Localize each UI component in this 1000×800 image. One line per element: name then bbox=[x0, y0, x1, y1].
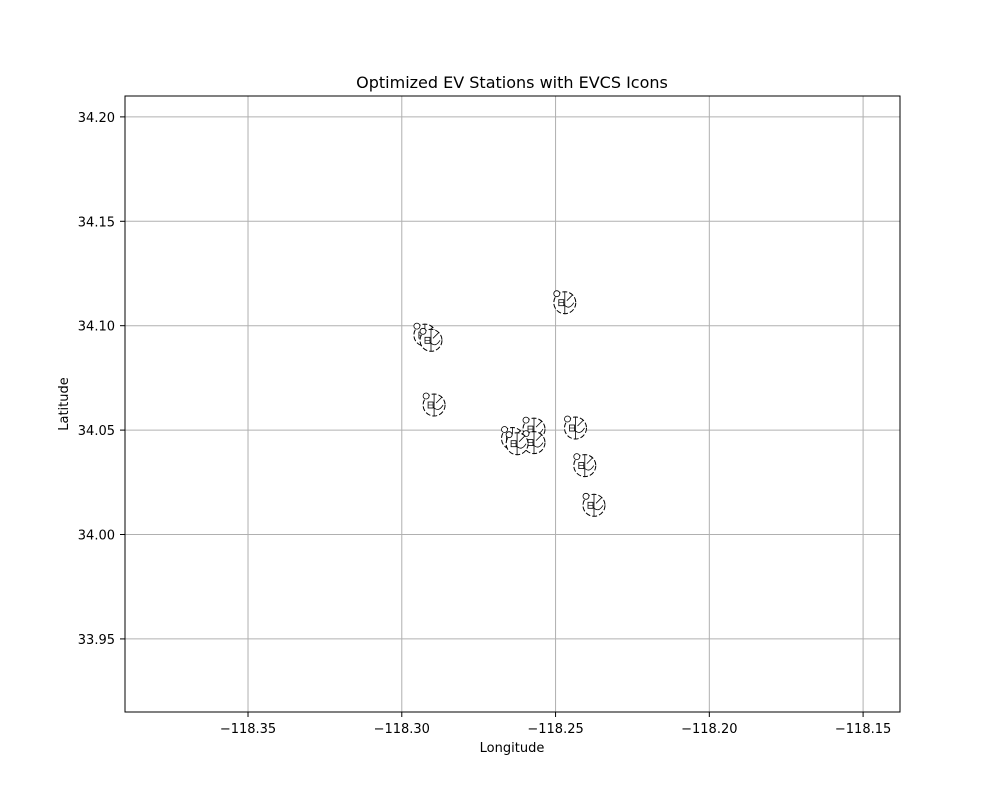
y-tick-label: 34.10 bbox=[78, 320, 115, 335]
y-tick-label: 34.15 bbox=[78, 215, 115, 230]
chart-title: Optimized EV Stations with EVCS Icons bbox=[356, 73, 668, 92]
station-markers bbox=[413, 290, 606, 517]
axis-ticks: −118.35 −118.30 −118.25 −118.20 −118.15 33.95… bbox=[78, 111, 892, 737]
y-tick-label: 33.95 bbox=[78, 633, 115, 648]
x-tick-label: −118.20 bbox=[681, 722, 737, 737]
ev-station-marker bbox=[573, 453, 597, 478]
y-tick-label: 34.20 bbox=[78, 111, 115, 126]
ev-station-marker bbox=[419, 327, 443, 352]
y-tick-label: 34.05 bbox=[78, 424, 115, 439]
x-tick-label: −118.30 bbox=[374, 722, 430, 737]
y-tick-label: 34.00 bbox=[78, 529, 115, 544]
y-axis-label: Latitude bbox=[57, 377, 72, 431]
ev-station-marker bbox=[505, 431, 529, 456]
ev-station-marker bbox=[582, 492, 606, 517]
x-tick-label: −118.25 bbox=[527, 722, 583, 737]
plot-frame bbox=[124, 95, 901, 713]
ev-station-marker bbox=[564, 415, 587, 440]
ev-station-marker bbox=[422, 392, 446, 417]
grid bbox=[125, 96, 900, 712]
x-axis-label: Longitude bbox=[480, 741, 545, 756]
ev-station-marker bbox=[553, 290, 577, 315]
x-tick-label: −118.35 bbox=[220, 722, 276, 737]
x-tick-label: −118.15 bbox=[835, 722, 891, 737]
